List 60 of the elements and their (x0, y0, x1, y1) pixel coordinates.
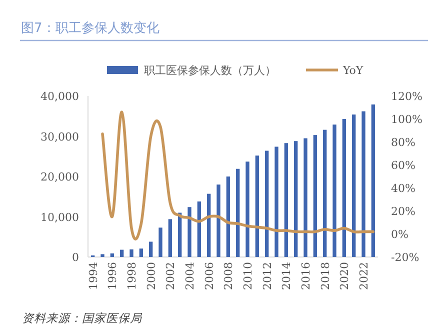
y2-tick-label: -20% (391, 251, 420, 264)
bar (264, 150, 269, 257)
bar (120, 250, 124, 257)
x-tick-label: 1996 (106, 262, 120, 290)
bar (139, 248, 144, 257)
bar (352, 114, 356, 257)
bar (100, 254, 104, 257)
y-tick-label: 20,000 (40, 170, 79, 184)
bar (236, 168, 240, 257)
bar (342, 118, 346, 257)
legend-label: 职工医保参保人数（万人） (144, 64, 276, 77)
x-tick-label: 2018 (318, 262, 332, 290)
legend-label: YoY (342, 64, 364, 77)
y2-tick-label: 120% (391, 90, 422, 103)
title: 图7：职工参保人数变化 (21, 21, 160, 36)
y2-tick-label: 40% (391, 182, 416, 195)
x-tick-label: 2006 (202, 262, 216, 290)
bar (216, 184, 220, 257)
y-tick-label: 10,000 (40, 210, 79, 224)
bar (322, 130, 327, 257)
x-tick-label: 2022 (358, 262, 370, 290)
y2-tick-label: 20% (391, 205, 416, 218)
bar (294, 141, 298, 257)
y-tick-label: 30,000 (40, 130, 79, 144)
bar (304, 138, 308, 257)
bar (284, 143, 288, 257)
bar (130, 249, 134, 257)
x-tick-label: 2002 (164, 262, 178, 290)
x-tick-label: 2004 (184, 262, 196, 290)
bar (188, 207, 192, 257)
bar (148, 242, 153, 257)
x-tick-label: 2014 (280, 262, 294, 290)
bar (313, 135, 318, 257)
bar (332, 124, 336, 257)
bar (226, 176, 230, 257)
bar (168, 219, 172, 257)
y-tick-label: 40,000 (40, 90, 79, 103)
bar (197, 201, 202, 257)
x-tick-label: 2016 (300, 262, 312, 290)
text: 资料来源：国家医保局 (22, 311, 143, 325)
bar (206, 194, 211, 257)
y2-tick-label: 60% (391, 159, 416, 172)
x-tick-label: 2008 (222, 262, 236, 290)
x-tick-label: 2020 (338, 262, 352, 290)
x-tick-label: 2000 (144, 262, 158, 290)
bar (110, 253, 114, 257)
bar (246, 162, 250, 257)
y2-tick-label: 100% (391, 113, 422, 126)
x-tick-label: 2010 (242, 262, 254, 290)
x-tick-label: 2012 (260, 262, 274, 290)
bar (371, 104, 376, 257)
bar (158, 228, 162, 257)
x-tick-label: 1998 (126, 262, 138, 290)
y2-tick-label: 0% (391, 228, 408, 241)
y2-tick-label: 80% (391, 136, 416, 149)
x-tick-label: 1994 (86, 262, 100, 290)
y-tick-label: 0 (72, 251, 79, 264)
bar (362, 111, 366, 257)
bar (274, 146, 278, 257)
bar (255, 156, 260, 257)
